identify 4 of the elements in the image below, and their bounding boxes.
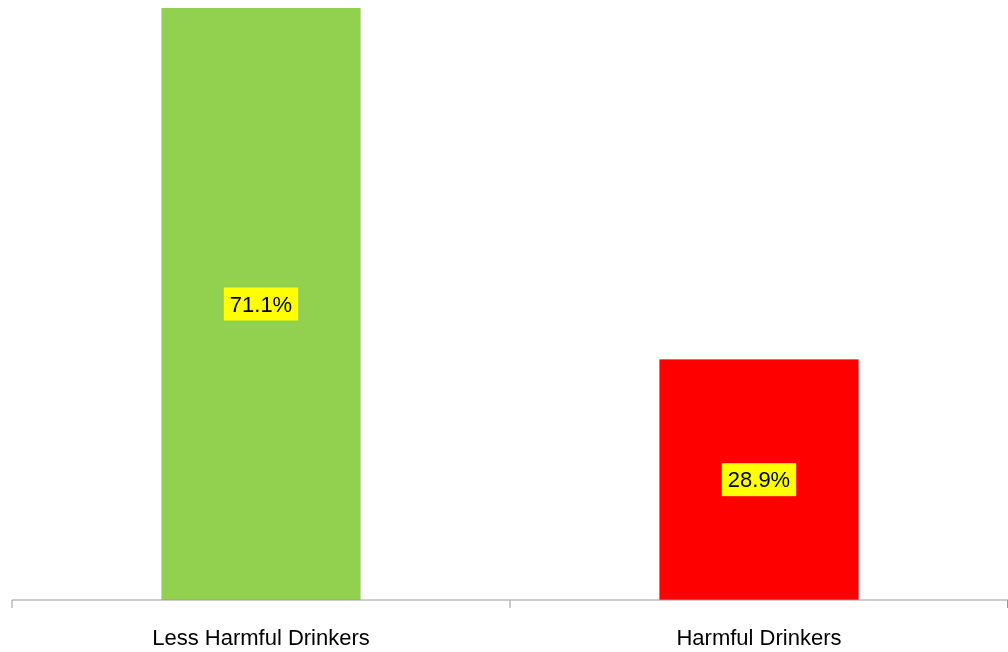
data-label: 28.9% [727,467,791,493]
data-label: 71.1% [229,291,293,317]
x-tick-label: Less Harmful Drinkers [152,625,370,650]
x-tick-label: Harmful Drinkers [676,625,842,650]
